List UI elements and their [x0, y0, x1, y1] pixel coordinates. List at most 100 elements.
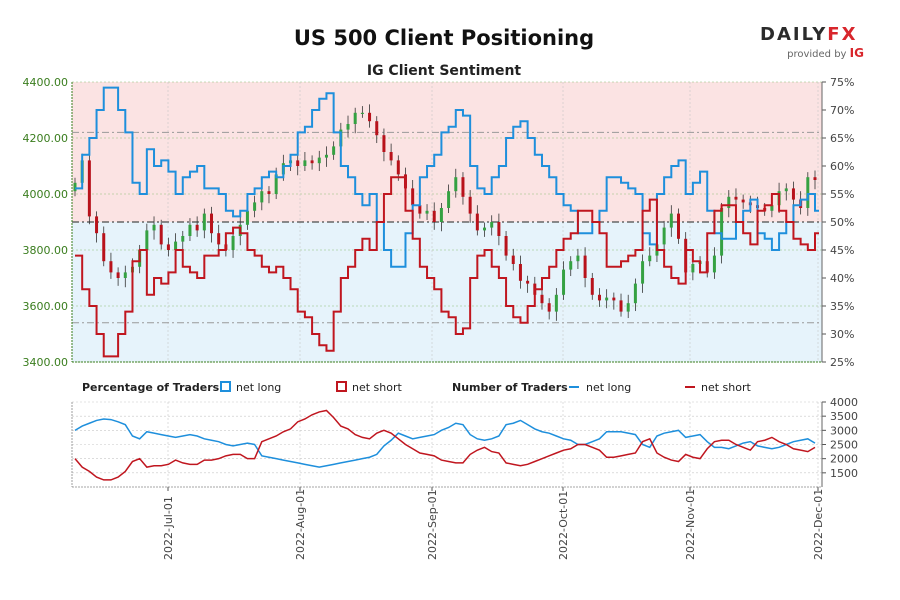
candle-body	[712, 255, 716, 273]
traders-tick-label: 1500	[830, 467, 858, 480]
legend-pct-short-label: net short	[352, 381, 403, 394]
candle-body	[641, 261, 645, 284]
legend-num-short-label: net short	[701, 381, 752, 394]
candle-body	[166, 244, 170, 250]
x-tick-label: 2022-Jul-01	[162, 496, 175, 560]
candle-body	[73, 182, 77, 192]
price-tick-label: 3800.00	[23, 244, 69, 257]
candle-body	[569, 261, 573, 270]
candle-body	[360, 112, 364, 114]
candle-body	[152, 224, 156, 231]
traders-tick-label: 3000	[830, 424, 858, 437]
legend-pct-title: Percentage of Traders	[82, 381, 220, 394]
candle-body	[432, 210, 436, 222]
candle-body	[511, 255, 515, 264]
x-tick-label: 2022-Nov-01	[684, 489, 697, 560]
candle-body	[734, 196, 738, 200]
candle-body	[676, 213, 680, 239]
candle-body	[633, 283, 637, 304]
candle-body	[518, 264, 522, 281]
candle-body	[475, 213, 479, 231]
price-sentiment-panel: 3400.00 3600.00 3800.00 4000.00 4200.00 4400.…	[23, 76, 855, 369]
candle-body	[188, 224, 192, 236]
candle-body	[396, 160, 400, 175]
candle-body	[806, 177, 810, 208]
candle-body	[454, 177, 458, 192]
candle-body	[691, 264, 695, 273]
candle-body	[353, 112, 357, 124]
candle-body	[375, 121, 379, 136]
pct-tick-label: 50%	[830, 216, 854, 229]
pct-net-long-line	[75, 86, 819, 268]
traders-tick-label: 2500	[830, 439, 858, 452]
candle-body	[102, 233, 106, 262]
traders-tick-label: 3500	[830, 410, 858, 423]
traders-tick-label: 4000	[830, 396, 858, 409]
traders-net-short-line	[74, 409, 816, 481]
candle-body	[324, 154, 328, 158]
chart-title: US 500 Client Positioning	[293, 26, 595, 50]
candle-body	[245, 210, 249, 225]
candle-body	[181, 236, 185, 242]
candle-body	[382, 135, 386, 152]
candle-body	[303, 160, 307, 166]
x-tick-label: 2022-Aug-01	[294, 489, 307, 560]
candle-body	[483, 227, 487, 231]
pct-tick-label: 55%	[830, 188, 854, 201]
x-tick-label: 2022-Sep-01	[426, 489, 439, 560]
candle-body	[461, 177, 465, 197]
x-tick-label: 2022-Oct-01	[557, 491, 570, 560]
candle-body	[217, 233, 221, 245]
candle-body	[626, 303, 630, 312]
candle-body	[332, 146, 336, 155]
candle-body	[116, 272, 120, 278]
candle-body	[669, 213, 673, 228]
candle-body	[662, 227, 666, 245]
candle-body	[497, 222, 501, 236]
traders-tick-label: 2000	[830, 453, 858, 466]
candle-body	[267, 191, 271, 194]
pct-tick-label: 35%	[830, 300, 854, 313]
pct-tick-label: 70%	[830, 104, 854, 117]
traders-net-long-line	[74, 418, 816, 468]
price-tick-label: 4400.00	[23, 76, 69, 89]
candle-body	[439, 208, 443, 222]
candle-body	[95, 216, 99, 234]
candle-body	[741, 199, 745, 203]
candle-body	[260, 191, 264, 203]
price-tick-label: 4200.00	[23, 132, 69, 145]
candle-body	[583, 255, 587, 278]
candle-body	[605, 297, 609, 301]
candle-body	[123, 272, 127, 278]
price-tick-label: 3400.00	[23, 356, 69, 369]
ig-brand: IG	[849, 46, 864, 60]
candle-body	[195, 224, 199, 231]
chart-subtitle: IG Client Sentiment	[366, 63, 522, 79]
candle-body	[590, 278, 594, 295]
candle-body	[727, 196, 731, 208]
pct-tick-label: 25%	[830, 356, 854, 369]
candle-body	[554, 294, 558, 312]
candle-body	[411, 188, 415, 206]
candle-body	[368, 112, 372, 122]
logo-wordmark: DAILYFX	[760, 24, 870, 45]
candle-body	[317, 157, 321, 164]
candle-body	[231, 236, 235, 250]
candle-body	[770, 205, 774, 211]
candle-body	[346, 124, 350, 130]
legend-pct-long-label: net long	[236, 381, 281, 394]
candle-body	[425, 210, 429, 214]
price-tick-label: 4000.00	[23, 188, 69, 201]
candle-body	[648, 255, 652, 262]
candle-body	[720, 208, 724, 256]
dailyfx-logo: DAILYFX provided by IG	[760, 24, 870, 60]
candle-body	[159, 224, 163, 245]
pct-net-short-line	[75, 176, 819, 358]
pct-tick-label: 75%	[830, 76, 854, 89]
candle-body	[210, 213, 214, 234]
candle-body	[310, 160, 314, 164]
candle-body	[296, 160, 300, 166]
candle-body	[253, 202, 257, 211]
